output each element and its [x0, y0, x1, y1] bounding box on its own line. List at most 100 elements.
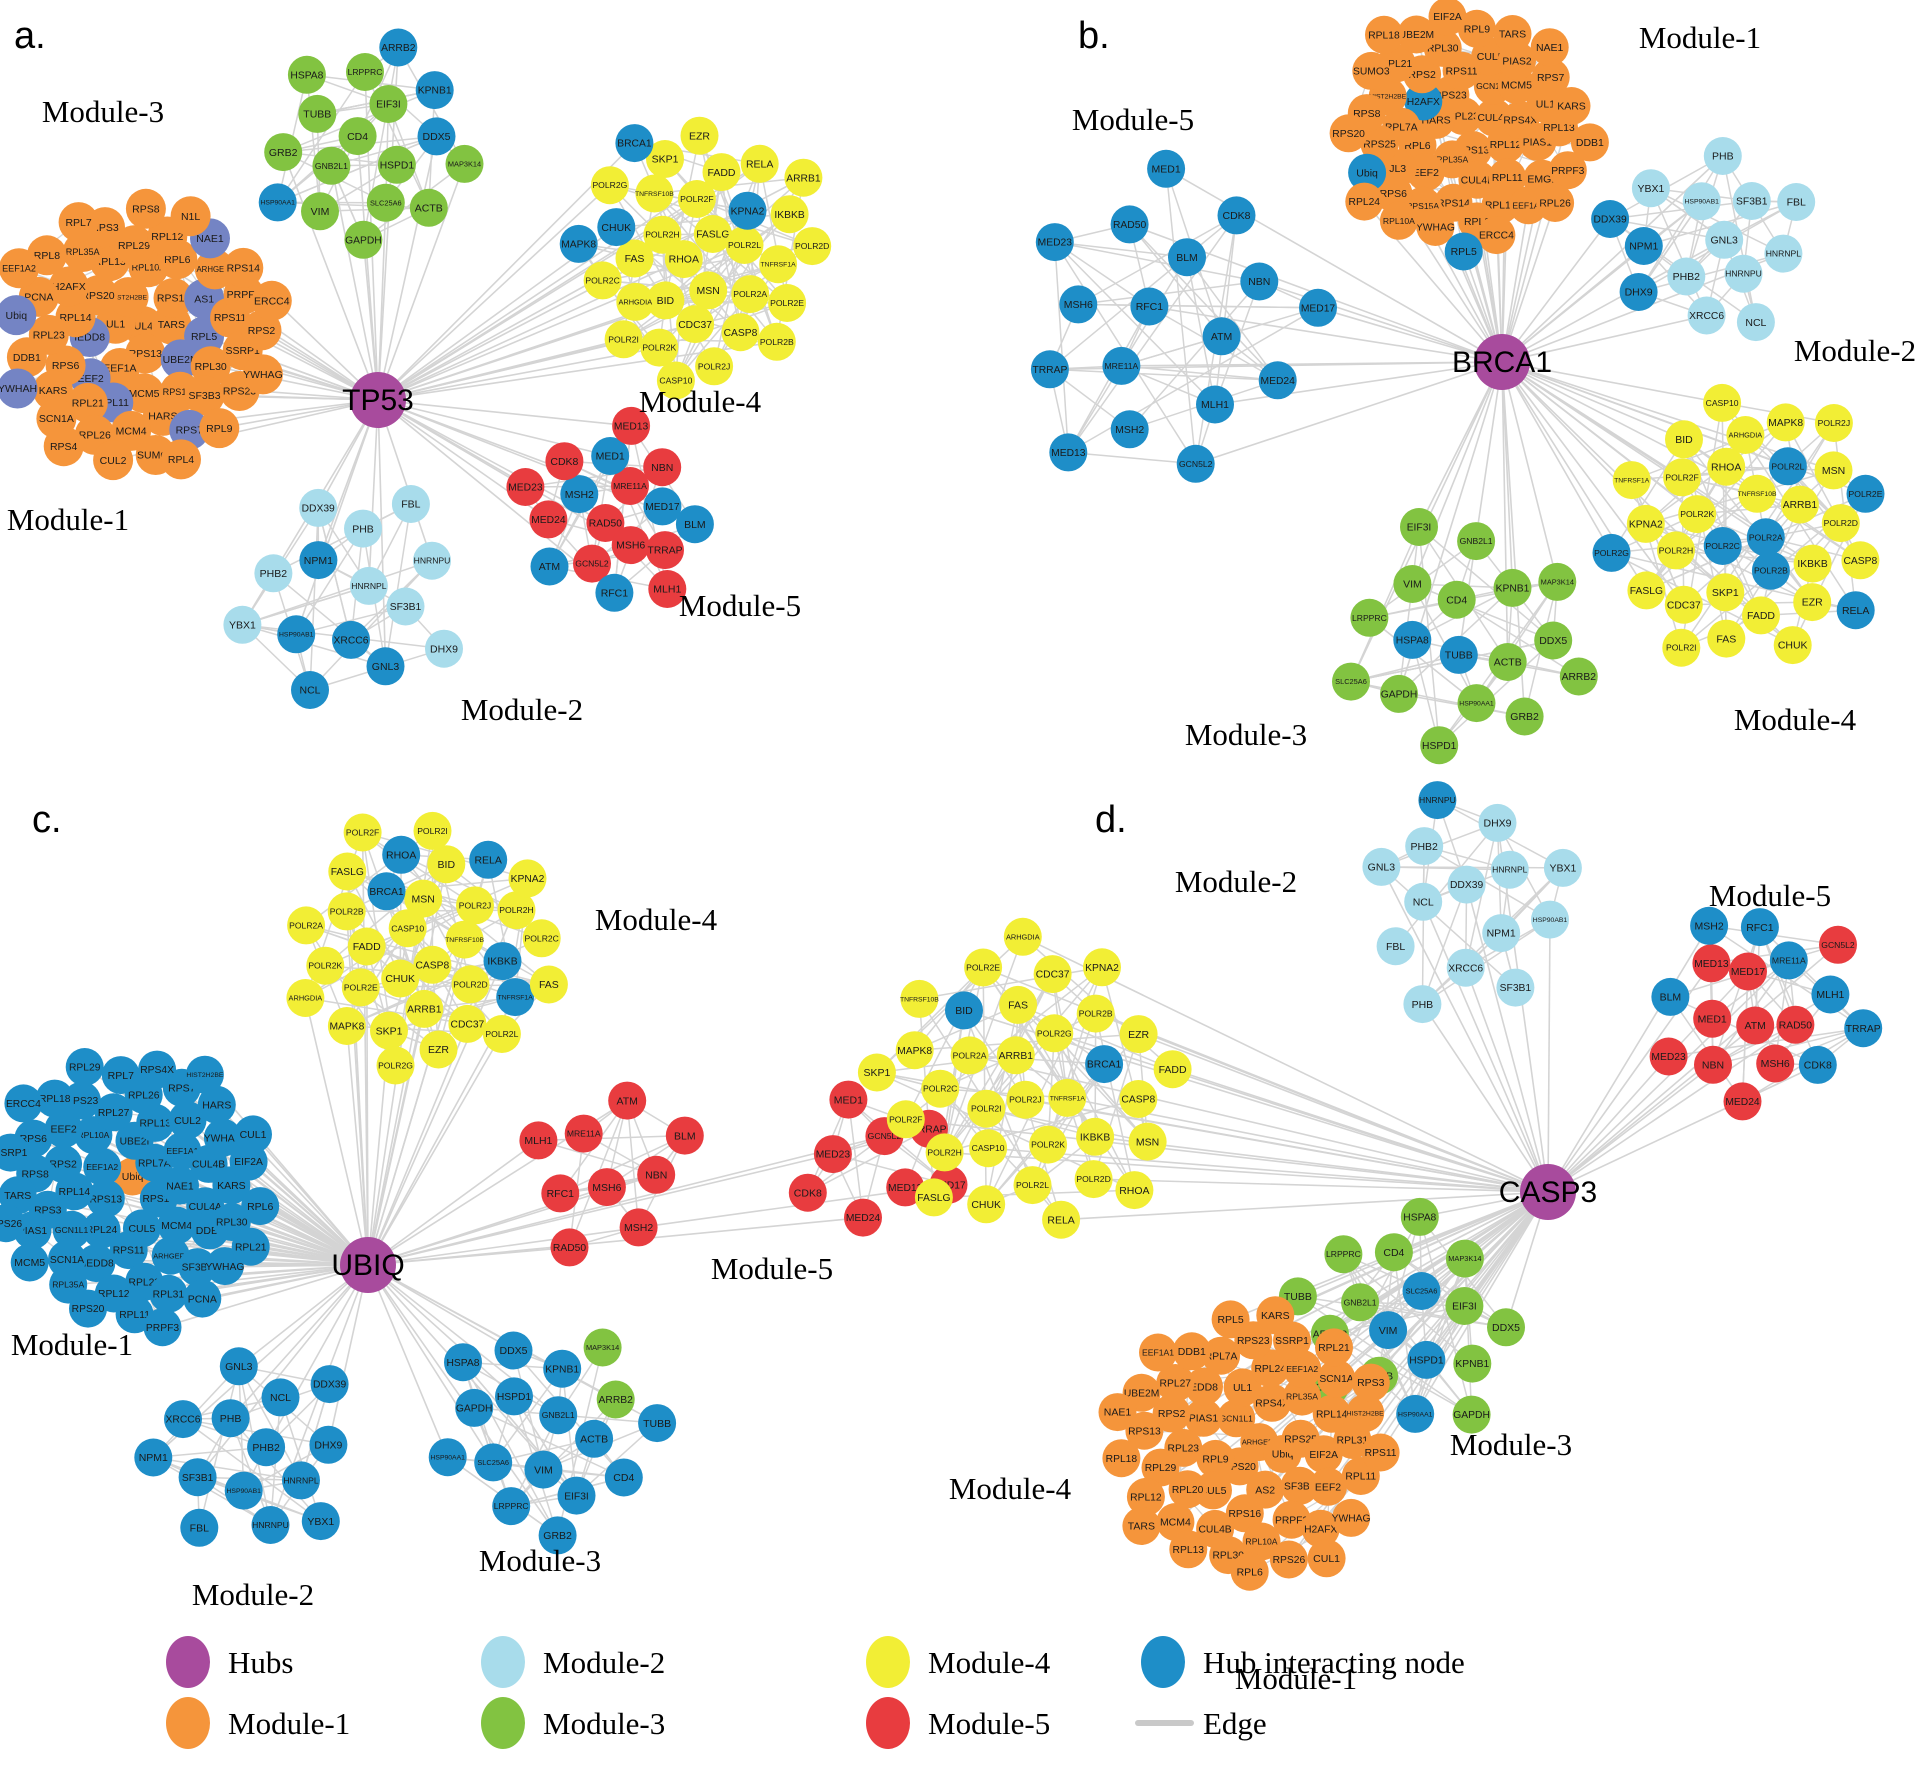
- node: [427, 845, 466, 884]
- node: [1230, 1552, 1269, 1591]
- edge: [1501, 155, 1724, 363]
- edge: [400, 854, 517, 911]
- node: [264, 133, 303, 172]
- node-label: CDK8: [794, 1187, 822, 1199]
- node-label: RELA: [746, 159, 773, 171]
- node: [1402, 1272, 1441, 1310]
- node-label: BRCA1: [369, 887, 404, 898]
- node-label: RPS11: [1365, 1448, 1397, 1459]
- node: [306, 946, 345, 985]
- node-label: CUL2: [174, 1115, 201, 1127]
- node-label: RHOA: [386, 850, 416, 862]
- edge: [1547, 919, 1551, 1193]
- node: [1110, 410, 1149, 449]
- edge: [367, 1153, 834, 1266]
- node-label: RPL31: [1337, 1436, 1369, 1447]
- edge: [362, 831, 476, 907]
- node-label: GRB2: [543, 1530, 572, 1542]
- node-label: NPM1: [1487, 928, 1516, 940]
- node-label: MED13: [614, 422, 649, 433]
- node: [583, 261, 622, 300]
- node: [1690, 906, 1729, 945]
- node: [813, 1135, 852, 1174]
- node: [1006, 1080, 1045, 1119]
- node-label: POLR2D: [795, 241, 829, 251]
- node: [648, 570, 687, 608]
- node-label: UBE2M: [163, 354, 199, 366]
- node-label: NCL: [270, 1392, 291, 1404]
- node-label: GCN5L2: [575, 559, 609, 569]
- node-label: TARS: [158, 319, 185, 331]
- node: [587, 1168, 626, 1207]
- edge: [367, 1139, 539, 1266]
- node-label: MSN: [412, 893, 435, 905]
- edge: [162, 1264, 369, 1328]
- node: [1736, 1006, 1775, 1045]
- node-label: TARS: [1499, 29, 1526, 41]
- node-label: SSRP1: [1275, 1336, 1309, 1347]
- node-label: RPL31: [153, 1290, 185, 1301]
- node-label: GNB2L1: [1344, 1297, 1377, 1307]
- node: [1445, 1287, 1484, 1325]
- node: [451, 965, 490, 1004]
- node-label: ATM: [1745, 1020, 1766, 1032]
- node-label: EEF2: [50, 1124, 76, 1136]
- node-label: RPL21: [1381, 59, 1413, 70]
- node-label: RPL11: [1345, 1472, 1376, 1483]
- node-label: RPL14: [1485, 200, 1517, 211]
- node-label: ARHGDIA: [618, 297, 652, 306]
- node: [1548, 151, 1587, 190]
- node: [474, 1443, 513, 1482]
- node-label: MED23: [1038, 238, 1073, 249]
- edge: [1547, 959, 1790, 1193]
- node: [108, 277, 149, 318]
- node-label: POLR2A: [289, 920, 323, 930]
- node-label: HSPA8: [1396, 636, 1429, 647]
- node-label: RELA: [1842, 605, 1869, 617]
- node: [1404, 82, 1443, 121]
- node-label: POLR2L: [1771, 461, 1804, 471]
- node: [693, 215, 732, 253]
- node: [1042, 1200, 1081, 1239]
- node: [1196, 1439, 1235, 1478]
- module-label: Module-2: [192, 1577, 314, 1612]
- edge: [1317, 307, 1503, 363]
- node-label: RPS15A: [163, 387, 199, 397]
- node-label: RPS16: [1228, 1509, 1261, 1520]
- node-label: CDK8: [550, 456, 578, 468]
- node: [0, 295, 37, 336]
- node: [1814, 451, 1853, 490]
- node: [164, 1400, 202, 1439]
- node-label: POLR2J: [698, 361, 730, 371]
- node-label: RPL29: [118, 240, 150, 252]
- node: [1332, 662, 1370, 701]
- node-label: MAP3K14: [1541, 577, 1574, 586]
- node: [1612, 461, 1651, 500]
- node: [1376, 927, 1415, 966]
- node: [596, 1380, 635, 1419]
- edge: [377, 399, 433, 561]
- node: [768, 284, 807, 322]
- edge: [265, 1264, 369, 1448]
- node: [1176, 444, 1215, 483]
- edge: [1067, 307, 1319, 454]
- module-label: Module-4: [949, 1471, 1072, 1506]
- legend-label: Module-4: [928, 1645, 1051, 1680]
- node: [640, 328, 679, 367]
- node-label: FBL: [1787, 197, 1806, 209]
- node: [413, 541, 451, 580]
- node-label: NBN: [1702, 1060, 1724, 1072]
- node-label: ARRB1: [786, 173, 821, 184]
- node-label: UBE2I: [120, 1136, 150, 1147]
- node: [1570, 123, 1609, 162]
- edge: [1342, 1253, 1473, 1365]
- node-label: GNB2L1: [1460, 536, 1493, 546]
- node-label: MED24: [846, 1213, 881, 1224]
- node: [205, 1247, 244, 1286]
- node-label: RPL13: [1543, 123, 1575, 134]
- node: [1478, 803, 1517, 842]
- node-label: FAS: [539, 979, 559, 991]
- node-label: RHOA: [669, 254, 699, 266]
- node: [347, 927, 386, 966]
- node: [530, 547, 569, 586]
